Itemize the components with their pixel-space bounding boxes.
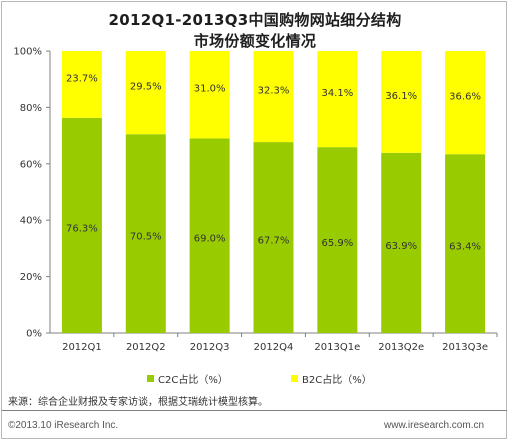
data-label-b2c: 31.0% xyxy=(194,84,226,95)
data-label-b2c: 23.7% xyxy=(66,73,98,84)
bar-b2c xyxy=(125,51,166,135)
x-tick-label: 2012Q1 xyxy=(62,342,102,353)
legend-label-b2c: B2C占比（%） xyxy=(302,375,372,386)
data-label-c2c: 76.3% xyxy=(66,223,98,234)
bar-b2c xyxy=(189,51,230,139)
legend-item-c2c: C2C占比（%） xyxy=(147,371,228,386)
x-tick-label: 2013Q3e xyxy=(442,342,488,353)
x-tick-label: 2012Q3 xyxy=(190,342,230,353)
bar-b2c xyxy=(253,51,294,143)
data-label-b2c: 36.1% xyxy=(385,91,417,102)
legend-item-b2c: B2C占比（%） xyxy=(291,371,372,386)
y-tick-label: 40% xyxy=(20,216,42,227)
copyright: ©2013.10 iResearch Inc. xyxy=(8,420,119,431)
y-tick-label: 0% xyxy=(26,329,42,340)
y-tick-label: 20% xyxy=(20,272,42,283)
y-tick-label: 100% xyxy=(13,47,42,58)
bar-c2c xyxy=(445,154,486,333)
bar-b2c xyxy=(61,51,102,118)
data-label-c2c: 70.5% xyxy=(130,232,162,243)
bar-c2c xyxy=(253,142,294,333)
data-label-b2c: 36.6% xyxy=(449,92,481,103)
x-tick-label: 2013Q1e xyxy=(314,342,360,353)
bar-b2c xyxy=(381,51,422,153)
chart-title-line1: 2012Q1-2013Q3中国购物网站细分结构 xyxy=(108,11,402,29)
data-label-b2c: 34.1% xyxy=(321,88,353,99)
x-tick-label: 2013Q2e xyxy=(378,342,424,353)
x-tick-label: 2012Q4 xyxy=(254,342,294,353)
data-label-b2c: 32.3% xyxy=(258,86,290,97)
bar-c2c xyxy=(61,117,102,333)
data-label-b2c: 29.5% xyxy=(130,82,162,93)
bar-c2c xyxy=(189,138,230,333)
data-label-c2c: 69.0% xyxy=(194,234,226,245)
legend-label-c2c: C2C占比（%） xyxy=(158,375,228,386)
footer-divider xyxy=(2,410,507,411)
source-note: 来源：综合企业财报及专家访谈，根据艾瑞统计模型核算。 xyxy=(8,397,268,408)
legend-swatch-c2c xyxy=(147,375,154,382)
data-label-c2c: 63.9% xyxy=(385,241,417,252)
bar-c2c xyxy=(125,134,166,333)
data-label-c2c: 65.9% xyxy=(321,238,353,249)
y-tick-label: 60% xyxy=(20,159,42,170)
data-label-c2c: 63.4% xyxy=(449,242,481,253)
bar-c2c xyxy=(381,152,422,333)
legend-swatch-b2c xyxy=(291,375,298,382)
chart-title-line2: 市场份额变化情况 xyxy=(193,32,317,50)
bar-c2c xyxy=(317,147,358,333)
bar-b2c xyxy=(317,51,358,148)
bar-b2c xyxy=(445,51,486,155)
website-link[interactable]: www.iresearch.com.cn xyxy=(384,420,485,431)
x-tick-label: 2012Q2 xyxy=(126,342,166,353)
data-label-c2c: 67.7% xyxy=(258,236,290,247)
y-tick-label: 80% xyxy=(20,103,42,114)
